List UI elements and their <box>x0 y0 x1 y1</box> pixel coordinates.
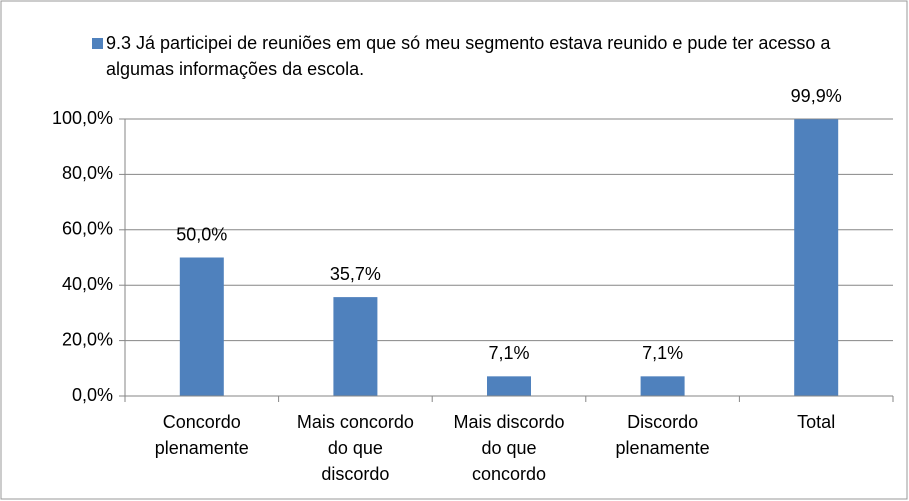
x-tick-label: Discordo plenamente <box>615 412 710 458</box>
y-tick-label: 20,0% <box>62 329 113 349</box>
legend-label: 9.3 Já participei de reuniões em que só … <box>106 33 831 79</box>
y-tick-label: 100,0% <box>52 108 113 128</box>
data-label: 99,9% <box>791 86 842 106</box>
data-label: 50,0% <box>176 224 227 244</box>
bar <box>333 297 378 396</box>
bar <box>179 257 224 396</box>
x-tick-label-box: Mais concordo do que discordo <box>296 412 414 484</box>
x-tick-label-box: Discordo plenamente <box>615 412 710 458</box>
y-tick-label: 60,0% <box>62 219 113 239</box>
x-tick-label: Mais concordo do que discordo <box>296 412 414 484</box>
legend-swatch <box>92 38 103 49</box>
data-label: 35,7% <box>330 264 381 284</box>
y-tick-label: 0,0% <box>72 385 113 405</box>
x-tick-label: Mais discordo do que concordo <box>453 412 565 484</box>
x-tick-label: Total <box>797 412 836 432</box>
bar <box>794 119 839 396</box>
data-label: 7,1% <box>488 343 529 363</box>
legend-label-box: 9.3 Já participei de reuniões em que só … <box>106 33 831 79</box>
x-tick-label-box: Total <box>797 412 836 432</box>
x-tick-label: Concordo plenamente <box>154 412 249 458</box>
y-tick-label: 40,0% <box>62 274 113 294</box>
bar <box>640 376 685 396</box>
y-tick-label: 80,0% <box>62 163 113 183</box>
x-tick-label-box: Concordo plenamente <box>154 412 249 458</box>
x-tick-label-box: Mais discordo do que concordo <box>453 412 565 484</box>
bar <box>487 376 531 396</box>
data-label: 7,1% <box>642 343 683 363</box>
